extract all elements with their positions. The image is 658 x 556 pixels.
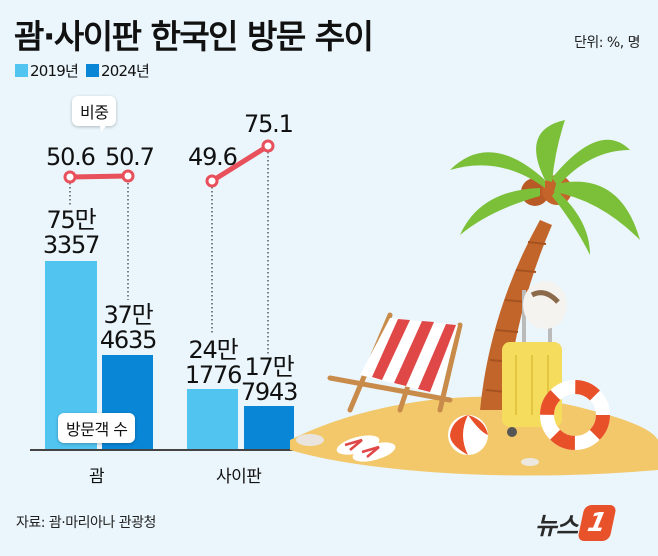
- bar-label-top: 24만: [188, 336, 238, 364]
- bar-label-guam-2019: 75만 3357: [40, 208, 102, 258]
- rate-guam-2024: 50.7: [105, 143, 155, 171]
- rate-guam-2019: 50.6: [46, 143, 96, 171]
- category-saipan: 사이판: [216, 467, 262, 487]
- chart-title: 괌·사이판 한국인 방문 추이: [14, 17, 374, 56]
- bar-label-bottom: 7943: [240, 378, 298, 406]
- callout-pointer: [99, 120, 111, 132]
- visitors-callout-label: 방문객 수: [66, 420, 128, 439]
- bar-label-saipan-2019: 24만 1776: [182, 338, 244, 388]
- bar-label-saipan-2024: 17만 7943: [238, 355, 300, 405]
- rate-saipan-2024: 75.1: [244, 110, 294, 138]
- bar-label-bottom: 1776: [184, 361, 242, 389]
- x-axis-baseline: [30, 449, 300, 451]
- bar-saipan-2019: [187, 389, 238, 450]
- legend-swatch-2024: [85, 64, 99, 77]
- logo-badge-icon: 1: [577, 505, 617, 541]
- bar-label-top: 17만: [244, 353, 294, 381]
- legend-item-2024: 2024년: [85, 60, 150, 81]
- legend-label-2024: 2024년: [100, 62, 150, 80]
- legend-label-2019: 2019년: [30, 62, 79, 80]
- bar-label-bottom: 4635: [99, 326, 157, 354]
- category-guam: 괌: [89, 467, 105, 487]
- visitors-callout: 방문객 수: [58, 413, 136, 443]
- bar-label-top: 75만: [46, 206, 96, 234]
- bar-label-bottom: 3357: [42, 231, 100, 259]
- unit-label: 단위: %, 명: [573, 35, 641, 51]
- legend: 2019년 2024년: [15, 60, 150, 81]
- source-note: 자료: 괌·마리아나 관광청: [16, 515, 156, 531]
- rate-line-chart: [63, 139, 275, 355]
- logo-text: 뉴스: [535, 511, 578, 540]
- legend-swatch-2019: [15, 64, 28, 77]
- rate-callout-label: 비중: [80, 103, 109, 122]
- news1-logo: 뉴스 1: [535, 505, 617, 541]
- bar-label-guam-2024: 37만 4635: [97, 303, 159, 353]
- legend-item-2019: 2019년: [15, 60, 79, 81]
- bar-saipan-2024: [244, 406, 294, 450]
- rate-saipan-2019: 49.6: [188, 143, 238, 171]
- bar-label-top: 37만: [103, 301, 153, 329]
- beach-island-illustration: [290, 120, 658, 476]
